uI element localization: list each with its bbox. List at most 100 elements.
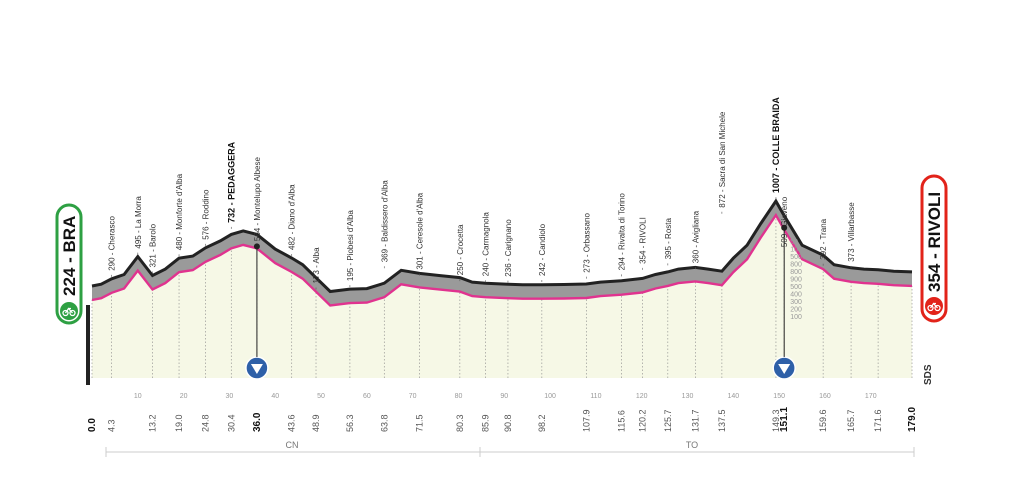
waypoint-label: 480 - Monforte d'Alba <box>175 173 184 250</box>
region-cn: CN <box>286 440 299 450</box>
region-to: TO <box>686 440 698 450</box>
start-label: 224 - BRA <box>60 216 79 296</box>
waypoint-label: 301 - Ceresole d'Alba <box>416 192 425 269</box>
waypoint-label: 354 - RIVOLI <box>639 217 648 264</box>
waypoint-label: 369 - Baldissero d'Alba <box>380 180 389 263</box>
kom-summit-dot <box>781 224 788 231</box>
bike-icon <box>927 302 941 312</box>
round-km-label: 30 <box>226 393 234 400</box>
km-label: 80.3 <box>455 414 465 432</box>
scale-label: 800 <box>790 262 802 269</box>
round-km-label: 170 <box>865 393 877 400</box>
round-km-label: 140 <box>727 393 739 400</box>
km-label: 0.0 <box>87 418 98 432</box>
round-km-label: 150 <box>773 393 785 400</box>
waypoint-label: 321 - Barolo <box>149 223 158 267</box>
km-label: 63.8 <box>379 414 389 432</box>
kom-markers <box>245 224 796 380</box>
round-km-label: 110 <box>590 393 601 400</box>
sds-logo: SDS <box>923 364 934 385</box>
waypoint-label: 250 - Crocetta <box>456 224 465 275</box>
waypoint-label: 240 - Carmagnola <box>482 212 491 277</box>
km-label: 179.0 <box>907 407 918 432</box>
round-km-label: 70 <box>409 393 417 400</box>
km-label: 131.7 <box>690 409 700 432</box>
waypoint-label: 236 - Carignano <box>504 219 513 277</box>
round-km-label: 20 <box>180 393 188 400</box>
waypoint-label: 195 - Piobesi d'Alba <box>346 210 355 281</box>
waypoint-label: 482 - Diano d'Alba <box>288 184 297 250</box>
km-label: 159.6 <box>818 409 828 432</box>
waypoint-label: 360 - Avigliana <box>691 210 700 263</box>
km-label: 30.4 <box>226 414 236 432</box>
km-label: 36.0 <box>252 412 263 432</box>
round-km-label: 120 <box>636 393 648 400</box>
round-km-label: 40 <box>271 393 279 400</box>
waypoint-label: 373 - Villarbasse <box>847 202 856 262</box>
waypoint-label: 564 - Montelupo Albese <box>253 156 262 241</box>
km-label: 149.3 <box>771 409 781 432</box>
waypoint-label: 242 - Candiolo <box>538 223 547 276</box>
finish-label: 354 - RIVOLI <box>925 192 944 292</box>
scale-label: 200 <box>790 307 802 314</box>
km-label: 107.9 <box>581 409 591 432</box>
round-km-labels: 10 20 30 40 50 60 70 80 90 100 110 120 130 140 150 160 1… <box>134 393 877 400</box>
road-line <box>91 212 913 307</box>
km-label: 165.7 <box>846 409 856 432</box>
round-km-label: 90 <box>500 393 508 400</box>
km-label: 13.2 <box>148 414 158 432</box>
round-km-label: 60 <box>363 393 371 400</box>
start-badge: 224 - BRA <box>55 203 83 325</box>
kom-triangle <box>778 364 791 374</box>
start-edge <box>86 305 90 385</box>
scale-label: 800 <box>790 269 802 276</box>
scale-label: 400 <box>790 292 802 299</box>
scale-label: 900 <box>790 277 802 284</box>
scale-label: 500 <box>790 254 802 261</box>
km-label: 71.5 <box>415 414 425 432</box>
km-label: 19.0 <box>174 414 184 432</box>
region-bracket: CN TO <box>105 440 915 457</box>
elevation-profile-fill <box>92 215 912 378</box>
km-label: 125.7 <box>663 409 673 432</box>
waypoint-label: 495 - La Morra <box>134 196 143 249</box>
waypoint-label: 872 - Sacra di San Michele <box>718 111 727 208</box>
round-km-label: 130 <box>682 393 694 400</box>
ridge-line <box>91 198 913 294</box>
km-label: 115.6 <box>617 410 627 432</box>
waypoint-label: 173 - Alba <box>312 247 321 284</box>
km-label: 4.3 <box>107 419 117 432</box>
round-km-label: 80 <box>455 393 463 400</box>
scale-label: 50 <box>790 239 798 246</box>
waypoint-label: 392 - Trana <box>819 218 828 259</box>
waypoint-label: 1007 - COLLE BRAIDA <box>771 97 781 194</box>
km-label: 48.9 <box>311 414 321 432</box>
km-label: 90.8 <box>503 414 513 432</box>
scale-label: 100 <box>790 247 802 254</box>
km-label: 24.8 <box>201 414 211 432</box>
km-label: 137.5 <box>717 409 727 432</box>
scale-label: 300 <box>790 299 802 306</box>
round-km-label: 50 <box>317 393 325 400</box>
start-bike-icon-bg <box>60 302 78 320</box>
waypoint-label: 294 - Rivalta di Torino <box>618 193 627 271</box>
waypoint-labels: 290 - Cherasco 495 - La Morra 321 - Barolo… <box>108 97 856 290</box>
scale-label: 500 <box>790 284 802 291</box>
round-km-label: 10 <box>134 393 142 400</box>
waypoint-label: 509 - Giaveno <box>780 196 789 247</box>
bike-icon <box>62 307 76 317</box>
finish-badge: 354 - RIVOLI <box>920 174 948 323</box>
waypoint-label: 290 - Cherasco <box>108 216 117 271</box>
km-label: 43.6 <box>287 414 297 432</box>
round-km-label: 160 <box>819 393 831 400</box>
background-ridge-band <box>92 201 912 306</box>
km-label: 85.9 <box>481 414 491 432</box>
km-label: 120.2 <box>638 409 648 432</box>
finish-bike-icon-bg <box>925 297 943 315</box>
km-labels: 0.0 4.3 13.2 19.0 24.8 30.4 36.0 43.6 48.9 56.3 63… <box>87 407 918 432</box>
km-label: 98.2 <box>537 414 547 432</box>
km-label: 56.3 <box>345 414 355 432</box>
kom-summit-dot <box>253 243 260 250</box>
